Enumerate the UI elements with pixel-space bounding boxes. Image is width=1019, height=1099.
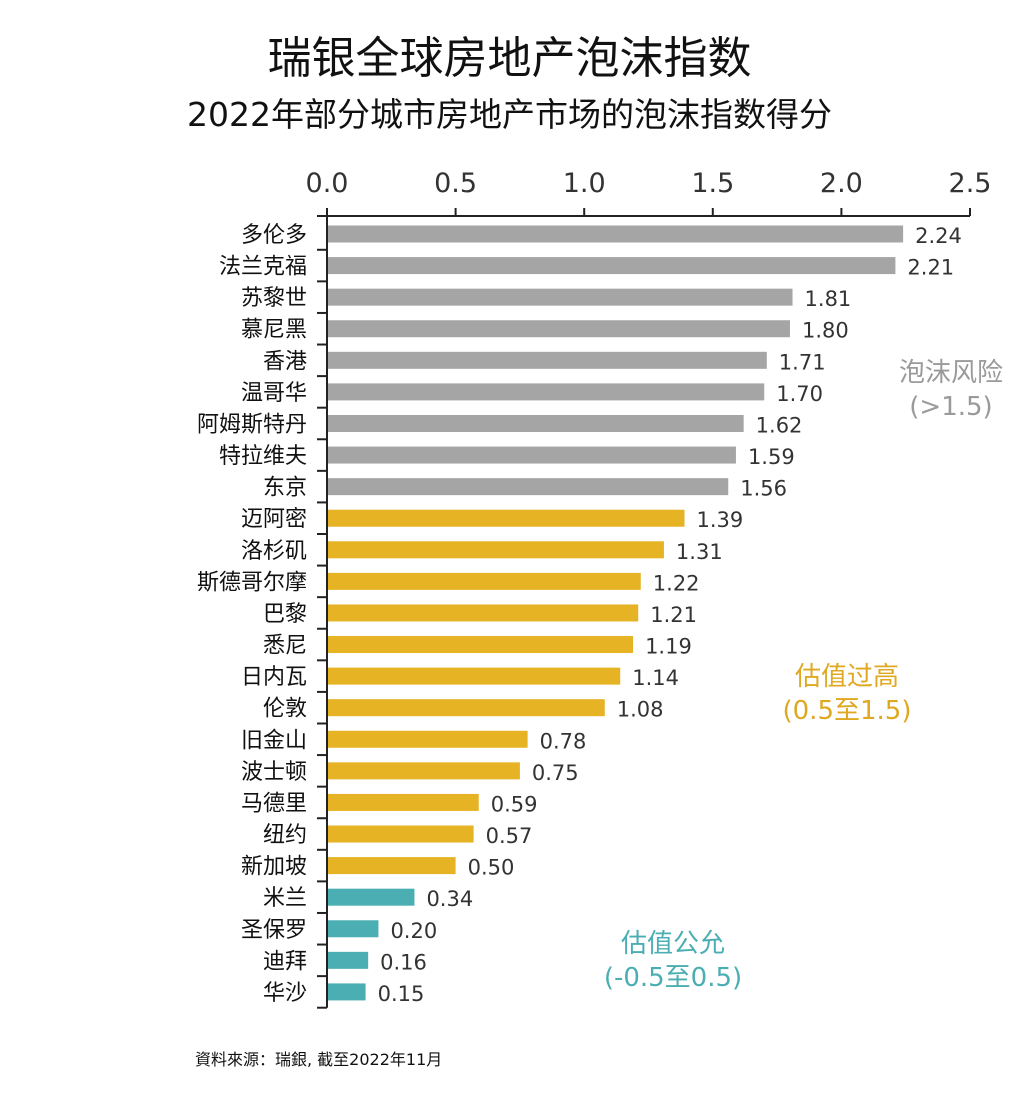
category-label: 旧金山 <box>241 728 307 753</box>
category-label: 特拉维夫 <box>219 444 307 469</box>
category-label: 阿姆斯特丹 <box>197 412 307 437</box>
bar <box>328 888 415 906</box>
bar <box>328 509 685 527</box>
data-label: 0.78 <box>540 729 587 753</box>
data-label: 1.14 <box>632 666 679 690</box>
bar <box>328 288 793 306</box>
category-label: 多伦多 <box>241 223 307 248</box>
bar <box>328 541 664 559</box>
bar <box>328 825 474 843</box>
data-label: 1.19 <box>645 635 692 659</box>
bar <box>328 983 366 1001</box>
bar <box>328 383 765 401</box>
x-tick-label: 2.0 <box>820 168 863 199</box>
data-label: 1.71 <box>779 350 826 374</box>
x-tick-label: 0.5 <box>434 168 477 199</box>
zone-label: 泡沫风险 <box>899 358 1003 388</box>
data-label: 0.20 <box>390 919 437 943</box>
category-label: 迪拜 <box>263 949 307 974</box>
data-label: 0.57 <box>486 824 533 848</box>
bar <box>328 857 456 875</box>
bar <box>328 636 634 654</box>
category-label: 斯德哥尔摩 <box>197 570 307 595</box>
category-label: 米兰 <box>263 886 307 911</box>
category-label: 悉尼 <box>263 634 307 659</box>
data-label: 0.16 <box>380 950 427 974</box>
bar <box>328 478 729 496</box>
data-label: 0.59 <box>491 792 538 816</box>
data-label: 0.75 <box>532 761 579 785</box>
category-label: 洛杉矶 <box>241 539 307 564</box>
x-tick-label: 0.0 <box>306 168 349 199</box>
bar <box>328 351 767 369</box>
bar <box>328 699 605 717</box>
data-label: 0.34 <box>426 887 473 911</box>
data-label: 1.59 <box>748 445 795 469</box>
bar <box>328 320 790 338</box>
zone-label: 估值过高 <box>795 662 899 692</box>
x-tick-label: 1.5 <box>691 168 734 199</box>
category-label: 温哥华 <box>241 381 307 406</box>
category-label: 纽约 <box>263 823 307 848</box>
x-tick-label: 1.0 <box>563 168 606 199</box>
category-label: 迈阿密 <box>241 507 307 532</box>
zone-label: 估值公允 <box>621 929 725 959</box>
category-label: 法兰克福 <box>219 255 307 280</box>
category-label: 东京 <box>263 476 307 501</box>
data-label: 1.80 <box>802 319 849 343</box>
bar <box>328 762 520 780</box>
category-label: 圣保罗 <box>241 918 307 943</box>
category-label: 波士顿 <box>241 760 307 785</box>
data-label: 0.15 <box>378 982 425 1006</box>
bar <box>328 793 479 811</box>
bar <box>328 572 641 590</box>
chart-subtitle: 2022年部分城市房地产市场的泡沫指数得分 <box>187 95 832 134</box>
x-tick-label: 2.5 <box>949 168 992 199</box>
data-label: 1.62 <box>756 413 803 437</box>
category-label: 慕尼黑 <box>241 318 307 343</box>
data-label: 1.39 <box>697 508 744 532</box>
bar <box>328 257 896 275</box>
data-label: 0.50 <box>468 856 515 880</box>
data-label: 1.31 <box>676 540 723 564</box>
bar <box>328 446 736 464</box>
chart-title: 瑞银全球房地产泡沫指数 <box>267 33 752 84</box>
category-label: 新加坡 <box>241 855 307 880</box>
data-label: 1.56 <box>740 477 787 501</box>
zone-range: (-0.5至0.5) <box>604 963 742 993</box>
category-label: 华沙 <box>263 981 307 1006</box>
category-label: 香港 <box>263 349 307 374</box>
data-label: 2.21 <box>907 256 954 280</box>
category-label: 日内瓦 <box>241 665 307 690</box>
bar <box>328 951 369 969</box>
zone-range: (0.5至1.5) <box>783 696 912 726</box>
bar <box>328 225 904 243</box>
bar <box>328 604 639 622</box>
data-label: 1.22 <box>653 571 700 595</box>
category-label: 巴黎 <box>263 602 307 627</box>
data-label: 1.70 <box>776 382 823 406</box>
data-label: 2.24 <box>915 224 962 248</box>
bar <box>328 920 379 938</box>
category-label: 马德里 <box>241 791 307 816</box>
bar <box>328 730 528 748</box>
category-label: 苏黎世 <box>241 286 307 311</box>
category-label: 伦敦 <box>263 697 307 722</box>
data-label: 1.21 <box>650 603 697 627</box>
data-label: 1.81 <box>805 287 852 311</box>
bar <box>328 667 621 685</box>
data-label: 1.08 <box>617 698 664 722</box>
bar <box>328 414 744 432</box>
source-note: 資料來源：瑞銀, 截至2022年11月 <box>195 1050 443 1069</box>
zone-range: (>1.5) <box>909 392 992 422</box>
